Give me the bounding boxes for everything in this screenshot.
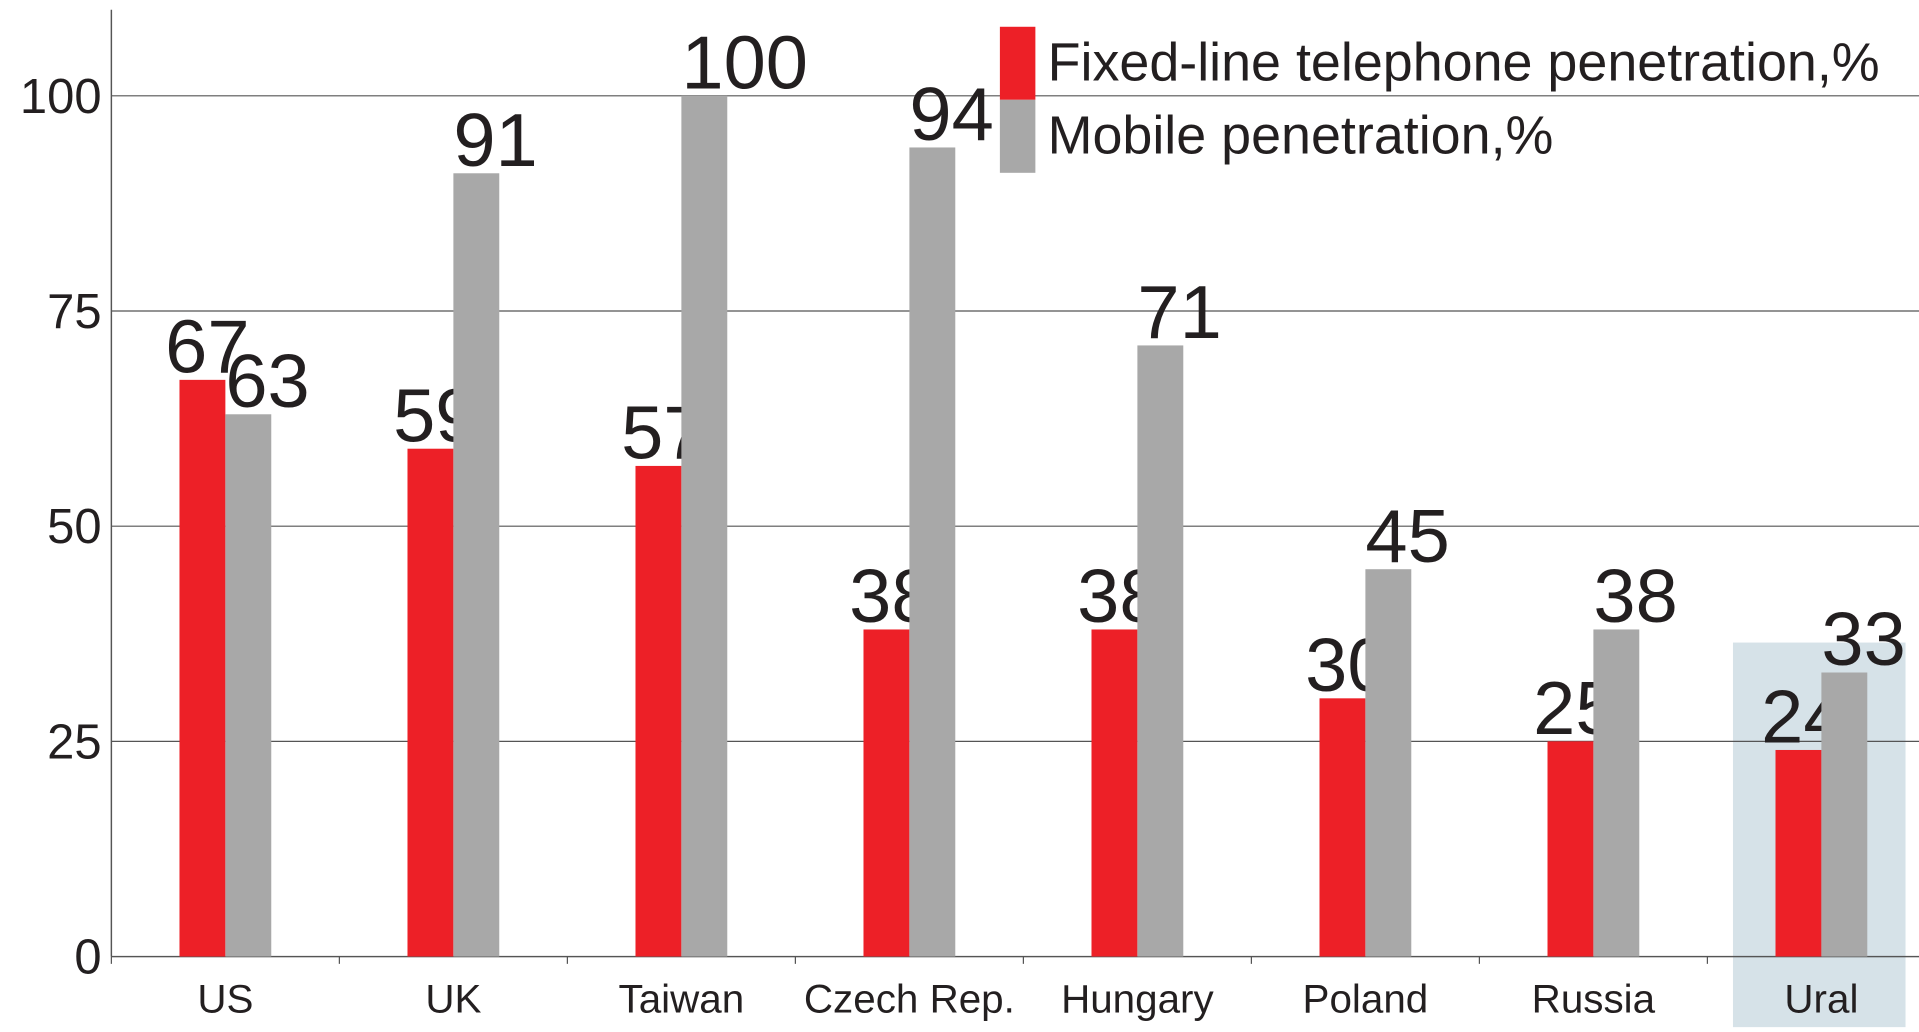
bar <box>1091 629 1138 957</box>
bar <box>179 379 226 957</box>
bar <box>635 465 682 957</box>
bar <box>407 448 454 957</box>
data-label: 63 <box>225 340 309 424</box>
legend-label: Fixed-line telephone penetration,% <box>1048 32 1880 92</box>
x-tick-label: Hungary <box>1061 977 1214 1022</box>
bar <box>1137 345 1184 957</box>
data-label: 67 <box>165 306 249 390</box>
data-label: 91 <box>453 99 537 183</box>
bar <box>225 414 272 957</box>
y-tick-label: 50 <box>47 500 101 554</box>
bar <box>909 147 956 957</box>
x-tick-label: UK <box>425 977 481 1022</box>
x-tick-label: Taiwan <box>619 977 745 1022</box>
x-tick-label: Poland <box>1303 977 1429 1022</box>
bar <box>1547 741 1594 957</box>
x-tick-label: Russia <box>1532 977 1656 1022</box>
legend-label: Mobile penetration,% <box>1048 105 1554 165</box>
bar <box>863 629 910 957</box>
y-tick-label: 25 <box>47 716 101 770</box>
bar <box>1821 672 1868 957</box>
bar <box>1365 569 1412 957</box>
bar <box>1319 698 1366 957</box>
y-tick-label: 75 <box>47 285 101 339</box>
bar <box>453 173 500 957</box>
x-tick-label: Czech Rep. <box>804 977 1015 1022</box>
y-tick-label: 100 <box>20 70 102 124</box>
data-label: 71 <box>1137 271 1221 355</box>
data-label: 100 <box>681 22 808 106</box>
bar <box>681 95 728 957</box>
data-label: 94 <box>909 73 993 157</box>
data-label: 45 <box>1365 495 1449 579</box>
data-label: 33 <box>1821 598 1905 682</box>
y-tick-label: 0 <box>74 931 101 985</box>
legend-swatch <box>999 99 1036 173</box>
x-tick-label: US <box>197 977 253 1022</box>
x-tick-label: Ural <box>1784 977 1858 1022</box>
bar <box>1775 749 1822 957</box>
legend-swatch <box>999 26 1036 100</box>
bar <box>1593 629 1640 957</box>
data-label: 38 <box>1593 555 1677 639</box>
